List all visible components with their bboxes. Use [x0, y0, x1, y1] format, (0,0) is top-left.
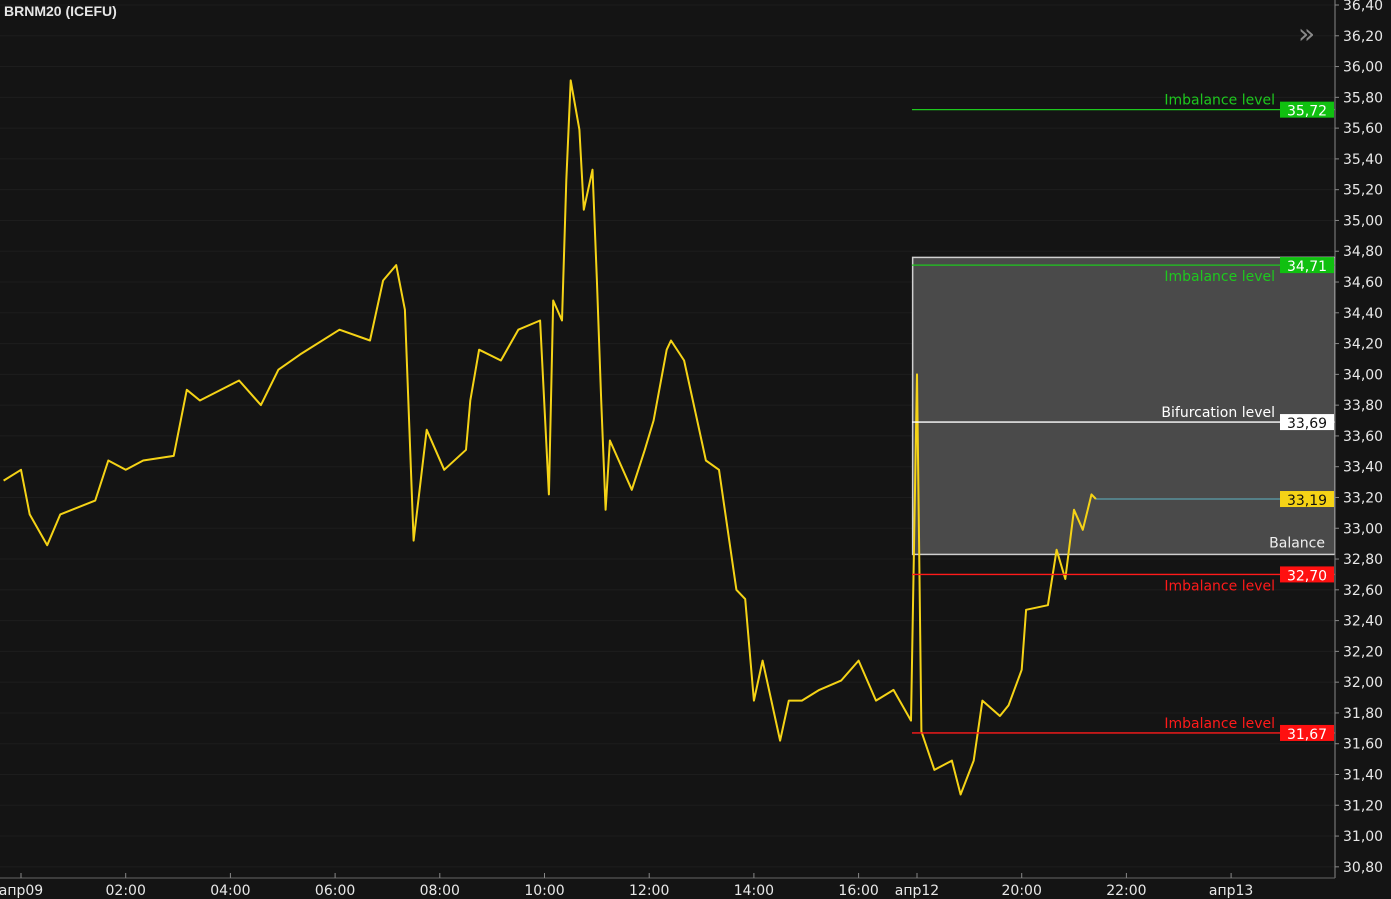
y-tick-label: 31,40: [1343, 768, 1383, 784]
y-tick-label: 34,60: [1343, 275, 1383, 291]
y-tick-label: 34,40: [1343, 306, 1383, 322]
level-1-badge-label: 34,71: [1287, 259, 1327, 275]
level-label-2: Bifurcation level: [1161, 405, 1275, 421]
level-3-badge: [1280, 566, 1334, 583]
y-tick-label: 35,80: [1343, 90, 1383, 106]
instrument-title: BRNM20 (ICEFU): [4, 3, 117, 19]
y-tick-label: 35,00: [1343, 213, 1383, 229]
y-tick-label: 34,00: [1343, 367, 1383, 383]
y-tick-label: 36,00: [1343, 60, 1383, 76]
x-tick-label: апр13: [1209, 883, 1253, 899]
y-tick-label: 34,80: [1343, 244, 1383, 260]
balance-label: Balance: [1269, 535, 1325, 551]
y-tick-label: 35,60: [1343, 121, 1383, 137]
y-tick-label: 32,80: [1343, 552, 1383, 568]
double-chevron-right-icon[interactable]: »: [1298, 17, 1316, 50]
level-2-badge-label: 33,69: [1287, 416, 1327, 432]
x-tick-label: 16:00: [838, 883, 878, 899]
level-0-badge-label: 35,72: [1287, 104, 1327, 120]
level-label-3: Imbalance level: [1164, 578, 1275, 594]
y-tick-label: 32,00: [1343, 675, 1383, 691]
y-tick-label: 34,20: [1343, 337, 1383, 353]
y-tick-label: 30,80: [1343, 860, 1383, 876]
level-label-0: Imbalance level: [1164, 93, 1275, 109]
x-tick-label: 12:00: [629, 883, 669, 899]
x-tick-label: 22:00: [1106, 883, 1146, 899]
y-tick-label: 35,20: [1343, 183, 1383, 199]
y-tick-label: 33,60: [1343, 429, 1383, 445]
price-axis[interactable]: [1335, 0, 1391, 899]
time-axis[interactable]: [0, 878, 1391, 899]
y-tick-label: 32,60: [1343, 583, 1383, 599]
x-tick-label: 06:00: [315, 883, 355, 899]
x-tick-label: 04:00: [210, 883, 250, 899]
y-tick-label: 33,00: [1343, 521, 1383, 537]
x-tick-label: 14:00: [734, 883, 774, 899]
y-tick-label: 33,80: [1343, 398, 1383, 414]
y-tick-label: 36,40: [1343, 0, 1383, 14]
y-tick-label: 35,40: [1343, 152, 1383, 168]
level-1-badge: [1280, 257, 1334, 274]
current-price-badge: [1280, 491, 1334, 508]
y-tick-label: 36,20: [1343, 29, 1383, 45]
level-2-badge: [1280, 414, 1334, 431]
level-label-1: Imbalance level: [1164, 269, 1275, 285]
y-tick-label: 33,20: [1343, 490, 1383, 506]
level-4-badge-label: 31,67: [1287, 727, 1327, 743]
y-tick-label: 31,20: [1343, 798, 1383, 814]
level-0-badge: [1280, 101, 1334, 118]
x-tick-label: апр12: [895, 883, 939, 899]
balance-zone: [911, 256, 1336, 556]
y-tick-label: 31,60: [1343, 737, 1383, 753]
y-tick-label: 32,20: [1343, 644, 1383, 660]
x-tick-label: 10:00: [524, 883, 564, 899]
x-tick-label: 02:00: [106, 883, 146, 899]
x-tick-label: апр09: [0, 883, 43, 899]
price-series-line: [3, 79, 1097, 796]
level-3-badge-label: 32,70: [1287, 568, 1327, 584]
y-tick-label: 33,40: [1343, 460, 1383, 476]
x-tick-label: 20:00: [1002, 883, 1042, 899]
level-4-badge: [1280, 724, 1334, 741]
y-tick-label: 31,00: [1343, 829, 1383, 845]
y-tick-label: 32,40: [1343, 614, 1383, 630]
y-tick-label: 31,80: [1343, 706, 1383, 722]
x-tick-label: 08:00: [420, 883, 460, 899]
current-price-badge-label: 33,19: [1287, 493, 1327, 509]
level-label-4: Imbalance level: [1164, 716, 1275, 732]
